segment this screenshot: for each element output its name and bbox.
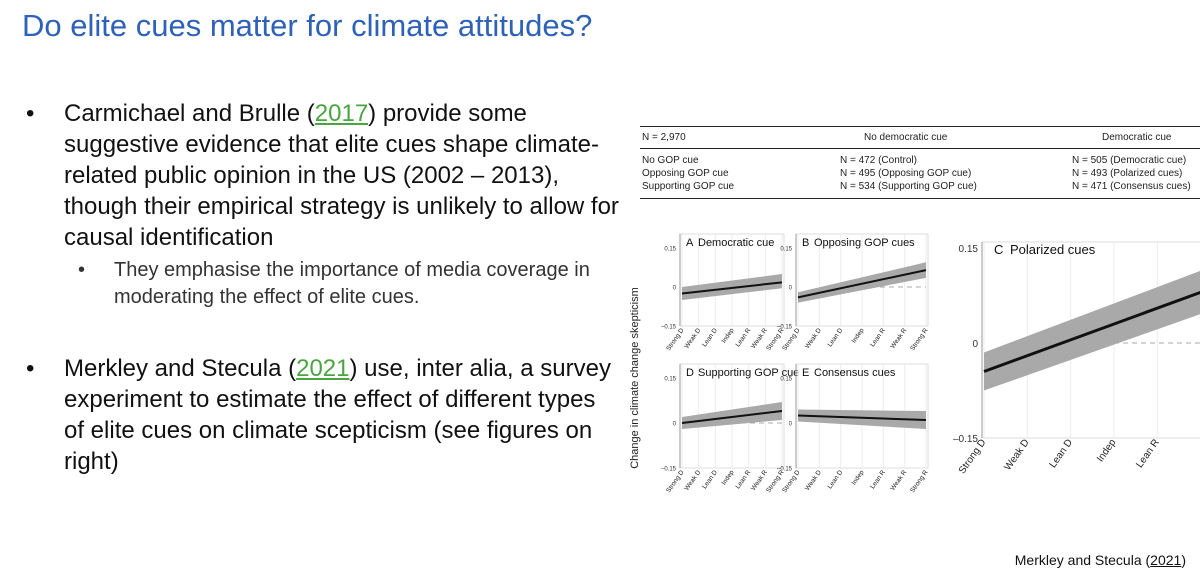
table-cell: N = 472 (Control) [840,155,917,166]
bullet-list: • Carmichael and Brulle (2017) provide s… [22,98,622,477]
x-tick-label: Lean D [701,469,719,490]
bullet-dot: • [26,355,35,382]
x-tick-label: Strong R [909,327,930,352]
table-cell: N = 471 (Consensus cues) [1072,181,1191,192]
x-tick-label: Weak D [1002,437,1031,472]
sub-bullet-dot: • [78,259,86,281]
y-tick-label: 0.15 [959,244,979,255]
x-tick-label: Lean D [1048,437,1076,470]
y-tick-label: 0 [789,422,793,428]
confidence-band [682,402,782,429]
panel-letter: D [686,367,694,379]
sub-bullet-media: • They emphasise the importance of media… [22,257,622,311]
y-tick-label: –0.15 [777,325,793,331]
panel-letter: E [802,367,809,379]
reference-text-before: Merkley and Stecula ( [1014,552,1151,568]
x-tick-label: Lean D [827,469,845,490]
x-tick-label: Lean R [869,327,887,348]
x-tick-label: Lean R [1134,437,1162,470]
x-tick-label: Weak R [889,469,908,492]
x-tick-label: Lean D [701,327,719,348]
y-tick-label: 0 [789,286,793,292]
table-rule-top [640,126,1200,127]
panel-letter: A [686,237,694,249]
table-col-header: Democratic cue [1102,132,1172,143]
y-tick-label: 0.15 [780,377,792,383]
sub-bullet-text: They emphasise the importance of media c… [114,259,590,308]
x-tick-label: Weak D [804,327,823,350]
y-tick-label: –0.15 [953,434,978,445]
table-cell: N = 493 (Polarized cues) [1072,168,1183,179]
table-n-label: N = 2,970 [642,132,686,143]
reference-text-after: ) [1181,552,1186,568]
x-tick-label: Lean D [827,327,845,348]
x-tick-label: Lean R [869,469,887,490]
y-tick-label: –0.15 [777,467,793,473]
x-tick-label: Indep [851,327,866,345]
y-tick-label: –0.15 [661,325,677,331]
x-tick-label: Indep [1095,437,1119,464]
panel-title: Polarized cues [1010,242,1096,257]
panel-title: Democratic cue [698,237,774,249]
fitted-line [983,290,1200,373]
fitted-line [681,281,783,295]
bullet-dot: • [26,100,35,127]
x-tick-label: Indep [721,327,736,345]
x-tick-label: Strong D [665,327,686,352]
x-tick-label: Weak D [683,327,702,350]
table-rule-mid [640,148,1200,149]
table-row-label: Opposing GOP cue [642,168,729,179]
table-cell: N = 495 (Opposing GOP cue) [840,168,972,179]
bullet-text-before: Carmichael and Brulle ( [64,100,315,127]
table-row-label: Supporting GOP cue [642,181,735,192]
panel-letter: B [802,237,809,249]
slide-title: Do elite cues matter for climate attitud… [22,8,593,43]
y-tick-label: 0 [673,422,677,428]
table-col-header: No democratic cue [864,132,948,143]
confidence-band [798,262,926,303]
y-tick-label: 0.15 [664,247,676,253]
citation-link-2017[interactable]: 2017 [314,100,369,127]
y-tick-label: 0.15 [664,377,676,383]
bullet-merkley: • Merkley and Stecula (2021) use, inter … [22,353,622,477]
bullet-text-before: Merkley and Stecula ( [64,355,297,382]
panel-letter: C [994,242,1003,257]
table-cell: N = 534 (Supporting GOP cue) [840,181,977,192]
y-axis-title: Change in climate change skepticism [629,287,641,469]
bullet-text-after: ) use, inter alia, a survey experiment t… [64,355,611,475]
confidence-band [798,409,926,429]
fitted-line [681,410,783,424]
y-tick-label: 0.15 [780,247,792,253]
table-row-label: No GOP cue [642,155,699,166]
fitted-line [797,269,927,299]
confidence-band [984,270,1200,391]
citation-link-2021[interactable]: 2021 [296,355,350,382]
y-tick-label: 0 [673,286,677,292]
table-cell: N = 505 (Democratic cue) [1072,155,1187,166]
panel-title: Supporting GOP cue [698,367,799,379]
bullet-carmichael: • Carmichael and Brulle (2017) provide s… [22,98,622,253]
x-tick-label: Indep [721,469,736,487]
x-tick-label: Indep [851,469,866,487]
y-tick-label: 0 [972,339,978,350]
panel-title: Opposing GOP cues [814,237,915,249]
x-tick-label: Weak R [889,327,908,350]
x-tick-label: Strong D [665,469,686,494]
x-tick-label: Weak D [804,469,823,492]
bullet-text-after: ) provide some suggestive evidence that … [64,100,619,251]
x-tick-label: Strong R [909,469,930,494]
x-tick-label: Weak D [683,469,702,492]
fitted-line [797,414,927,421]
reference-year[interactable]: 2021 [1150,552,1182,568]
panel-title: Consensus cues [814,367,896,379]
y-tick-label: –0.15 [661,467,677,473]
reference: Merkley and Stecula (2021) [1015,552,1186,568]
table-rule-bottom [640,198,1200,199]
elite-cue-figure: Change in climate change skepticism 0.15 0… [629,233,1200,494]
